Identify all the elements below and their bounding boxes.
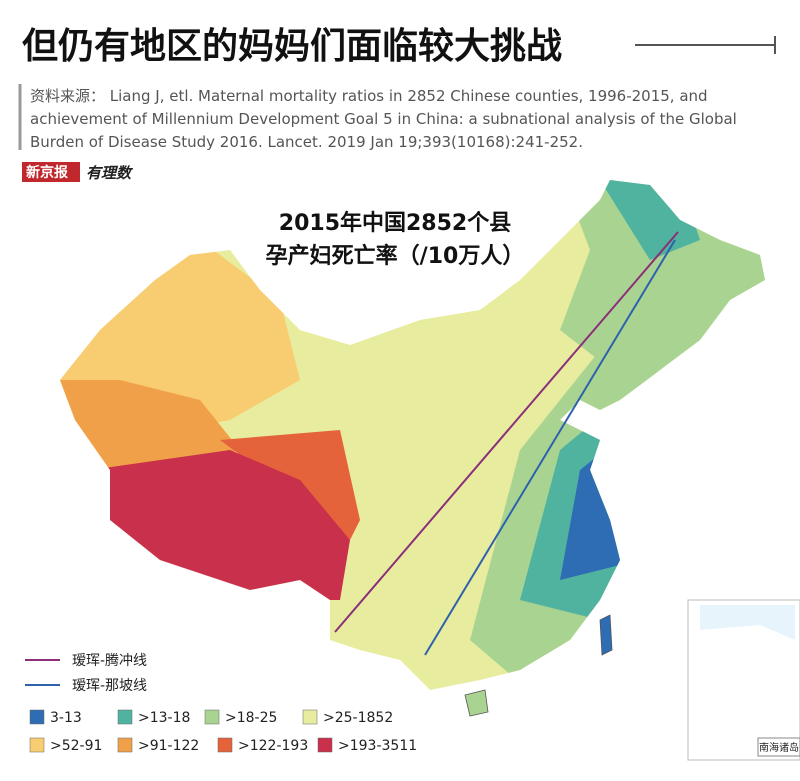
legend-label: >52-91: [50, 738, 102, 754]
brand: 新京报: [26, 164, 68, 181]
legend-label: >193-3511: [338, 738, 417, 754]
map-title: 2015年中国2852个县: [279, 210, 511, 236]
inset-sea: [700, 605, 795, 640]
legend-swatch: [317, 737, 333, 753]
brand-box: [22, 162, 80, 182]
legend-line-label: 瑷珲-腾冲线: [72, 652, 147, 669]
legend-swatch: [204, 709, 220, 725]
hainan: [464, 689, 489, 717]
source-line: Burden of Disease Study 2016. Lancet. 20…: [30, 133, 583, 151]
source-line: achievement of Millennium Development Go…: [30, 110, 737, 128]
map-title: 孕产妇死亡率（/10万人）: [266, 243, 525, 269]
legend-label: >18-25: [225, 710, 277, 726]
brand-sub: 有理数: [86, 164, 134, 182]
legend-swatch: [29, 709, 45, 725]
taiwan: [599, 614, 613, 656]
inset-label-box: [757, 737, 800, 757]
legend-label: >13-18: [138, 710, 190, 726]
legend-label: 3-13: [50, 710, 82, 726]
hu-line: [334, 231, 679, 633]
legend-swatch: [117, 709, 133, 725]
legend-label: >25-1852: [323, 710, 393, 726]
legend-swatch: [217, 737, 233, 753]
legend-label: >122-193: [238, 738, 308, 754]
inset-label: 南海诸岛: [759, 741, 799, 754]
legend-line-label: 瑷珲-那坡线: [72, 678, 147, 694]
hu-napo-line: [424, 239, 676, 656]
title: 但仍有地区的妈妈们面临较大挑战: [22, 26, 562, 67]
legend-swatch: [29, 737, 45, 753]
region: [60, 380, 240, 470]
legend-label: >91-122: [138, 738, 199, 754]
source-line: 资料来源： Liang J, etl. Maternal mortality r…: [30, 87, 708, 105]
legend-swatch: [117, 737, 133, 753]
legend-swatch: [302, 709, 318, 725]
